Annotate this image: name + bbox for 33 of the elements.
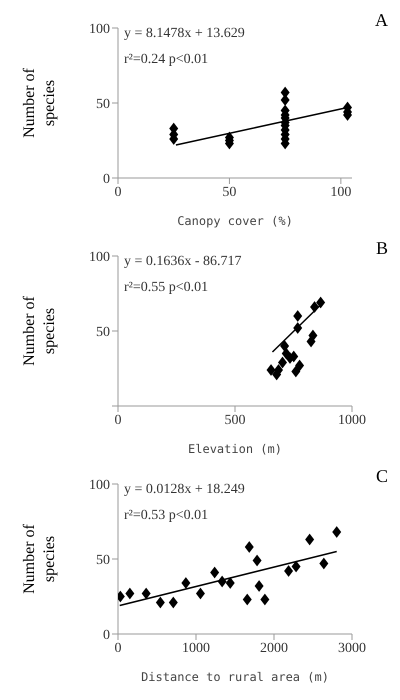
x-tick-label: 0: [114, 412, 122, 428]
annotation: r²=0.55 p<0.01: [124, 280, 208, 296]
x-tick-label: 0: [114, 184, 122, 200]
x-tick-label: 2000: [260, 640, 288, 656]
x-tick-label: 100: [330, 184, 352, 200]
x-axis-title: Distance to rural area (m): [140, 670, 330, 684]
y-tick-label: 100: [89, 22, 110, 37]
x-tick-label: 3000: [338, 640, 366, 656]
x-axis-title: Elevation (m): [187, 442, 283, 456]
annotation: r²=0.24 p<0.01: [124, 52, 208, 68]
y-tick-label: 50: [96, 96, 110, 112]
y-tick-label: 100: [89, 478, 110, 493]
annotation: y = 0.0128x + 18.249: [124, 482, 245, 498]
y-tick-label: 50: [96, 552, 110, 568]
x-tick-label: 50: [222, 184, 236, 200]
y-axis-title: Number of species: [20, 295, 59, 368]
annotation: y = 8.1478x + 13.629: [124, 26, 245, 42]
x-tick-label: 1000: [182, 640, 210, 656]
text: B: [376, 238, 388, 259]
y-axis-title: Number of species: [20, 67, 59, 140]
x-tick-label: 500: [224, 412, 246, 428]
annotation: r²=0.53 p<0.01: [124, 508, 208, 524]
y-tick-label: 50: [96, 324, 110, 340]
annotation: y = 0.1636x - 86.717: [124, 254, 242, 270]
y-tick-label: 100: [89, 250, 110, 265]
text: C: [376, 466, 388, 487]
text: A: [375, 10, 388, 31]
x-tick-label: 1000: [338, 412, 366, 428]
y-tick-label: 0: [103, 172, 110, 187]
x-axis-title: Canopy cover (%): [176, 214, 294, 228]
y-tick-label: 0: [103, 628, 110, 643]
x-tick-label: 0: [114, 640, 122, 656]
y-axis-title: Number of species: [20, 523, 59, 596]
